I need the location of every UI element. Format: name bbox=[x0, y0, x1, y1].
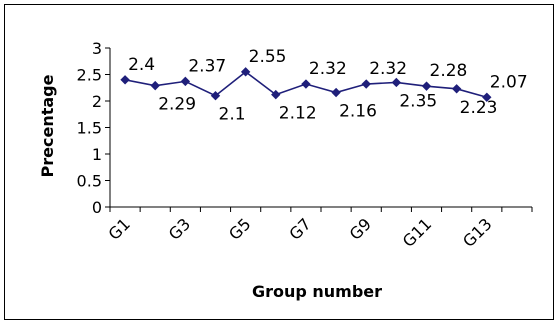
data-label: 2.16 bbox=[339, 102, 377, 122]
line-chart: 0 0.5 1 1.5 2 2.5 3 G1 G3 G5 G7 G9 G11 G13 2.42.29 2.3… bbox=[38, 39, 533, 301]
chart-frame: 0 0.5 1 1.5 2 2.5 3 G1 G3 G5 G7 G9 G11 G13 2.4 2.29 2.3… bbox=[4, 4, 554, 320]
data-point-marker bbox=[210, 90, 221, 101]
y-tick-label: 2 bbox=[92, 92, 102, 111]
y-tick-label: 1.5 bbox=[77, 119, 102, 138]
data-point-marker bbox=[331, 87, 341, 98]
data-label: 2.07 bbox=[490, 72, 528, 92]
y-tick-label: 0 bbox=[92, 198, 102, 217]
data-label: 2.32 bbox=[309, 59, 347, 79]
x-tick-label: G1 bbox=[104, 214, 133, 243]
data-point-marker bbox=[421, 81, 432, 91]
data-point-marker bbox=[120, 75, 130, 85]
x-tick-label: G13 bbox=[459, 214, 496, 251]
data-label: 2.12 bbox=[279, 104, 317, 124]
y-tick-label: 1 bbox=[92, 145, 102, 164]
data-label: 2.1 bbox=[219, 105, 246, 125]
x-tick-label: G5 bbox=[225, 214, 254, 243]
data-label: 2.28 bbox=[430, 61, 468, 81]
x-tick-label: G11 bbox=[399, 214, 436, 251]
x-tick-label: G9 bbox=[346, 214, 375, 243]
data-label: 2.37 bbox=[188, 56, 226, 76]
data-label: 2.29 bbox=[158, 95, 196, 115]
data-point-marker bbox=[271, 89, 281, 100]
y-tick-label: 2.5 bbox=[77, 66, 102, 85]
data-point-marker bbox=[391, 77, 402, 88]
data-point-marker bbox=[482, 92, 492, 102]
data-point-marker bbox=[451, 84, 462, 94]
y-axis-title: Precentage bbox=[38, 74, 57, 177]
markers bbox=[120, 67, 492, 102]
data-point-marker bbox=[150, 80, 160, 91]
x-tick-label: G3 bbox=[165, 214, 194, 243]
data-label: 2.55 bbox=[249, 47, 287, 67]
data-point-marker bbox=[301, 79, 311, 89]
data-label: 2.35 bbox=[399, 91, 437, 111]
x-tick-label: G7 bbox=[285, 214, 314, 243]
data-point-marker bbox=[180, 76, 191, 87]
data-label: 2.32 bbox=[369, 59, 407, 79]
data-point-marker bbox=[361, 79, 371, 89]
data-label: 2.23 bbox=[460, 98, 498, 118]
y-tick-label: 3 bbox=[92, 39, 102, 58]
data-labels: 2.42.29 2.37 2.1 2.55 2.12 2.32 2.16 2.32 2.35 2.… bbox=[128, 47, 528, 125]
data-label: 2.4 bbox=[128, 55, 155, 75]
y-tick-label: 0.5 bbox=[77, 172, 102, 191]
data-point-marker bbox=[240, 67, 251, 77]
x-axis-title: Group number bbox=[252, 282, 382, 301]
